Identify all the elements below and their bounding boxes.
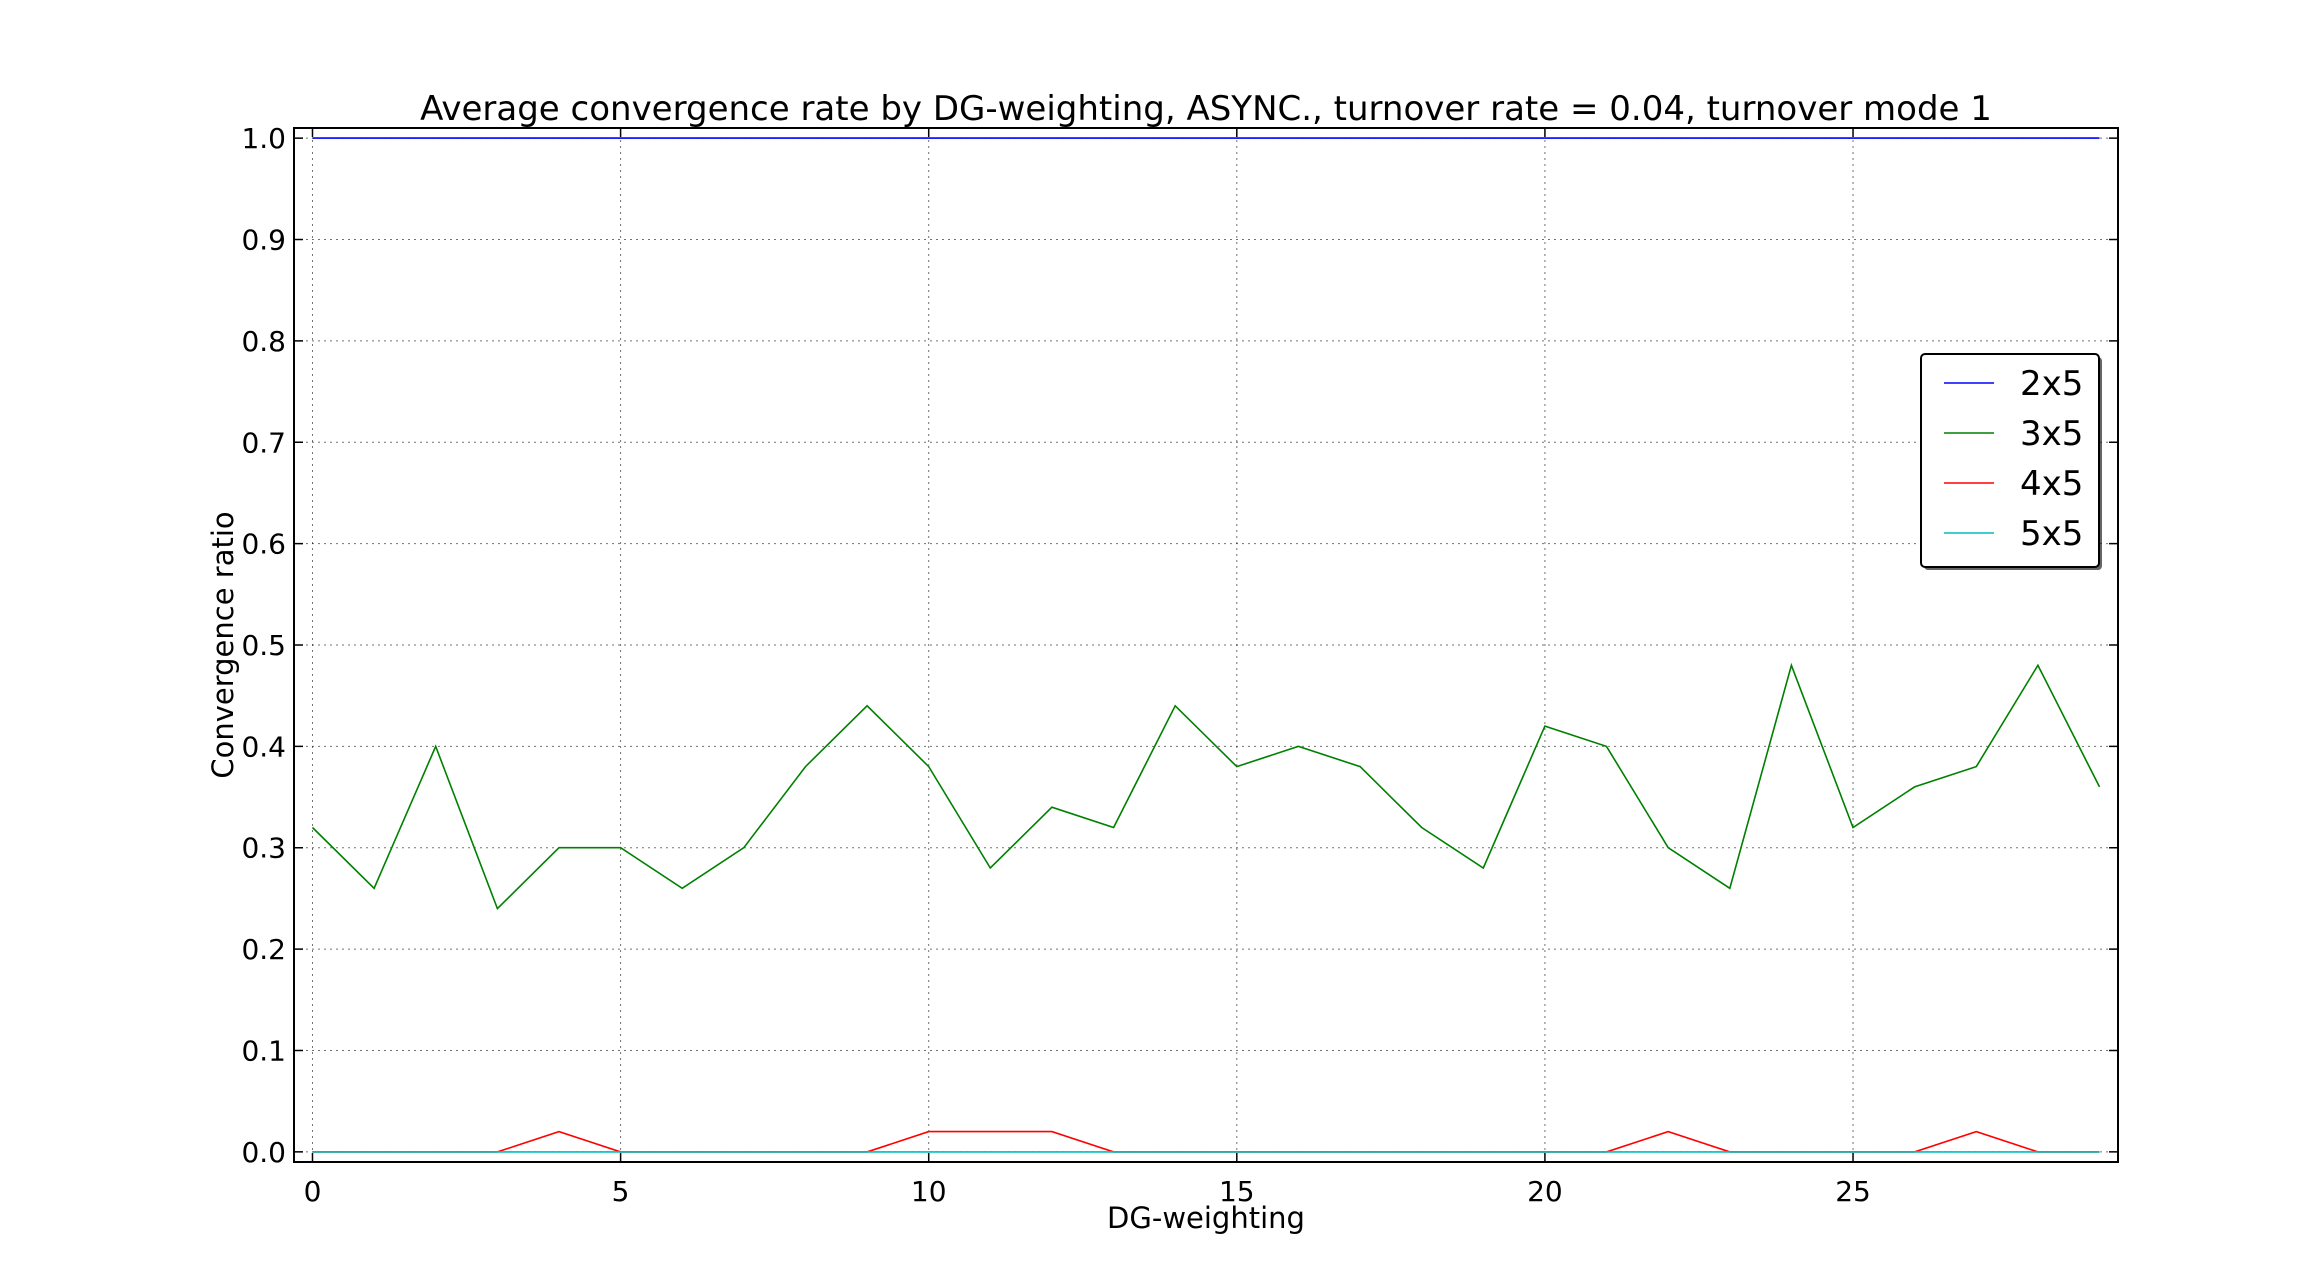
x-tick-labels: 0 5 10 15 20 25 — [304, 1175, 1871, 1208]
legend-label: 5x5 — [2020, 514, 2083, 554]
legend: 2x5 3x5 4x5 5x5 — [1920, 353, 2102, 570]
y-tick-label: 1.0 — [241, 122, 286, 155]
legend-label: 3x5 — [2020, 414, 2083, 454]
x-tick-label: 25 — [1835, 1175, 1871, 1208]
chart-title: Average convergence rate by DG-weighting… — [420, 89, 1992, 129]
x-tick-label: 0 — [304, 1175, 322, 1208]
y-tick-label: 0.4 — [241, 730, 286, 763]
grid — [294, 128, 2118, 1162]
y-tick-label: 0.6 — [241, 528, 286, 561]
y-tick-label: 0.0 — [241, 1136, 286, 1169]
series-line-3x5 — [311, 662, 2101, 911]
x-tick-label: 10 — [911, 1175, 947, 1208]
y-tick-label: 0.7 — [241, 426, 286, 459]
legend-box — [1920, 353, 2100, 568]
legend-label: 2x5 — [2020, 364, 2083, 404]
x-tick-label: 15 — [1219, 1175, 1255, 1208]
y-tick-label: 0.8 — [241, 325, 286, 358]
legend-label: 4x5 — [2020, 464, 2083, 504]
x-tick-label: 20 — [1527, 1175, 1563, 1208]
y-tick-labels: 0.0 0.1 0.2 0.3 0.4 0.5 0.6 0.7 0.8 0.9 1.0 — [241, 122, 286, 1169]
x-tick-label: 5 — [612, 1175, 630, 1208]
y-tick-label: 0.3 — [241, 832, 286, 865]
y-tick-label: 0.1 — [241, 1034, 286, 1067]
legend-entries: 2x5 3x5 4x5 5x5 — [1944, 364, 2083, 554]
tick-marks — [294, 128, 2118, 1162]
y-axis-label: Convergence ratio — [206, 511, 240, 778]
y-tick-label: 0.9 — [241, 224, 286, 257]
series-lines — [311, 137, 2101, 1153]
y-tick-label: 0.2 — [241, 933, 286, 966]
x-axis-label: DG-weighting — [1107, 1201, 1305, 1235]
y-tick-label: 0.5 — [241, 629, 286, 662]
